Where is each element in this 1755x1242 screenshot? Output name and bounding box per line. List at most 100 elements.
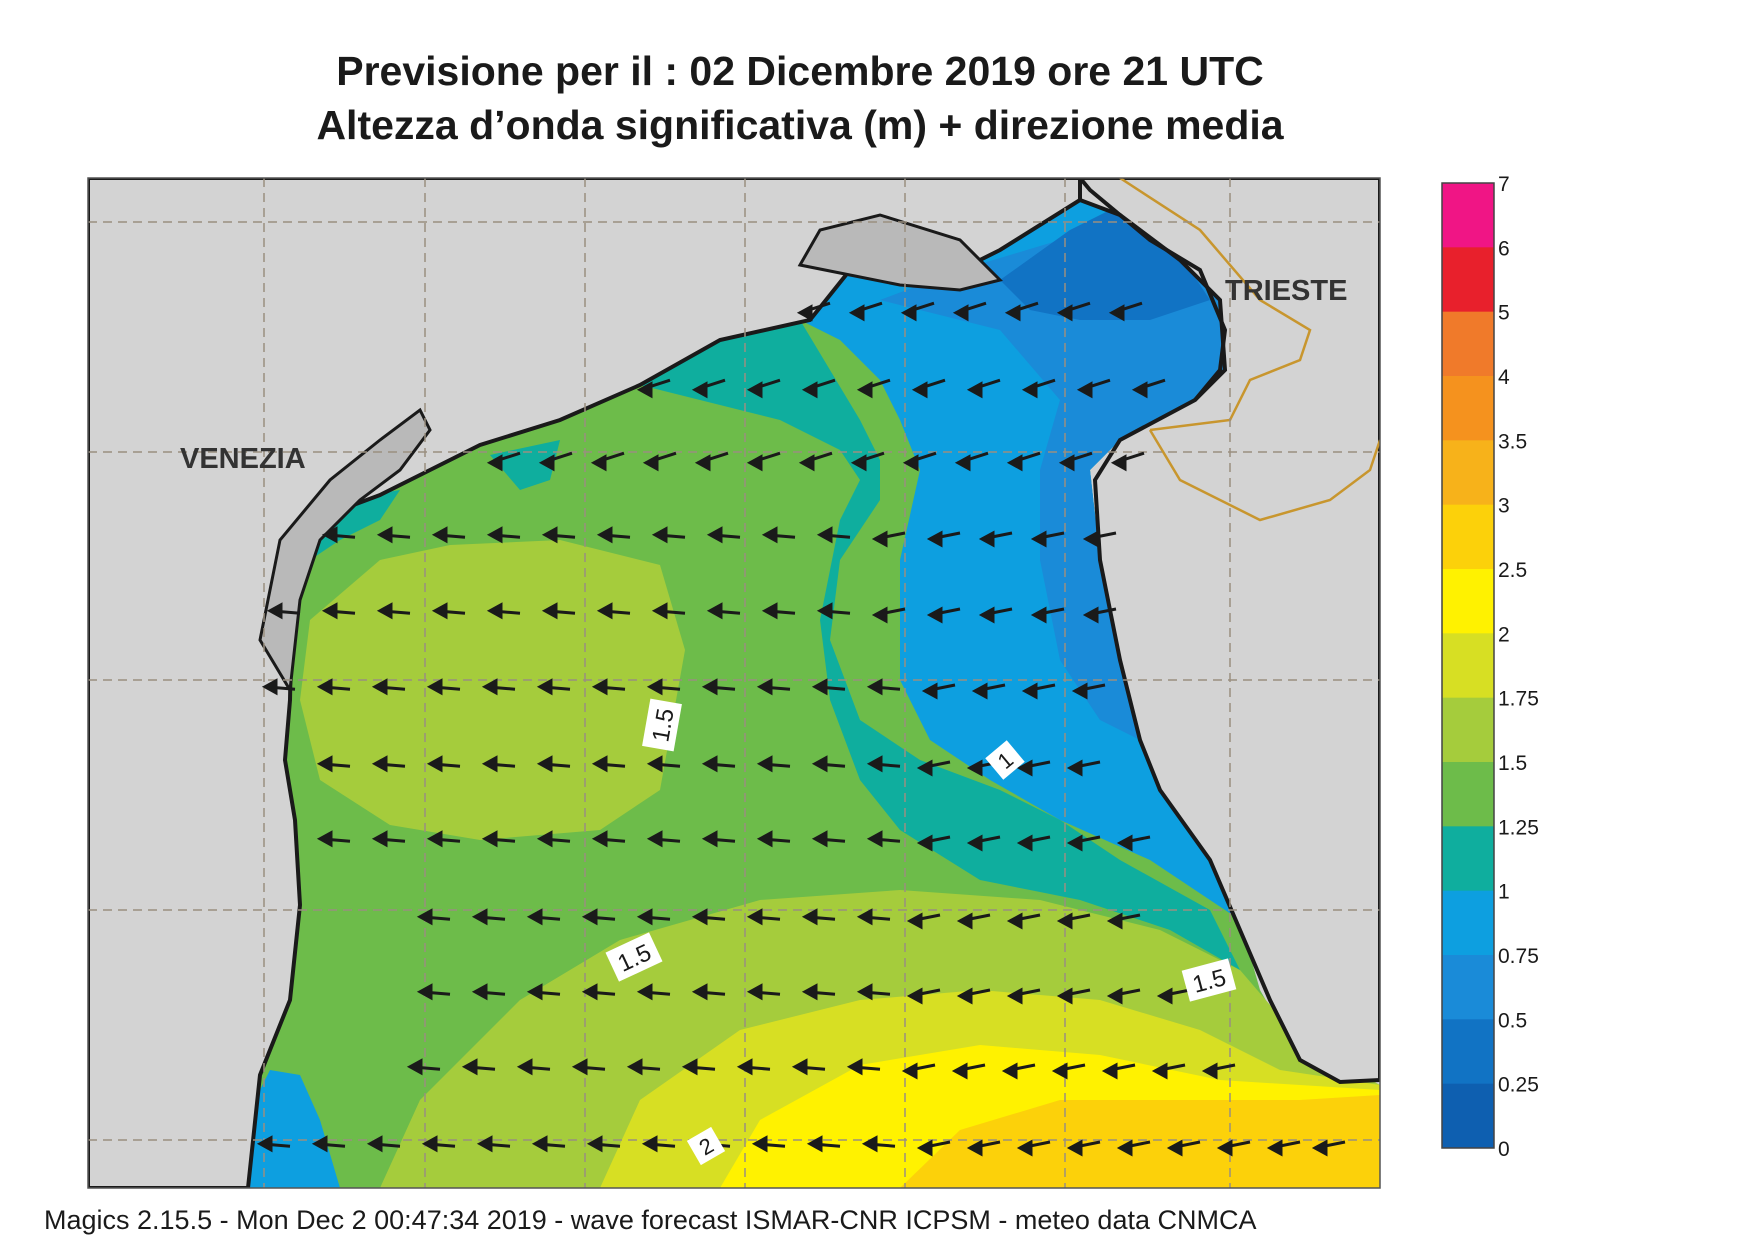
- wave-arrow-head: [476, 1135, 493, 1153]
- wave-arrow-head: [871, 606, 888, 624]
- wave-arrow-head: [651, 602, 668, 620]
- wave-arrow-head: [316, 830, 333, 848]
- wave-arrow-head: [952, 304, 969, 322]
- border-line-east: [1148, 429, 1380, 522]
- wave-arrow-head: [541, 602, 558, 620]
- wave-arrow-head: [1006, 454, 1023, 472]
- wave-arrow-head: [1058, 454, 1075, 472]
- legend-label: 1.75: [1498, 688, 1539, 711]
- wave-arrow-head: [966, 381, 983, 399]
- wave-arrow-head: [1006, 987, 1023, 1005]
- wave-arrow-head: [1082, 606, 1099, 624]
- wave-arrow-head: [1021, 682, 1038, 700]
- wave-arrow-head: [811, 678, 828, 696]
- wave-arrow-head: [586, 1135, 603, 1153]
- wave-arrow-head: [751, 1135, 768, 1153]
- wave-arrow-head: [956, 987, 973, 1005]
- contour-label: 1: [985, 740, 1025, 780]
- wave-arrow-head: [811, 830, 828, 848]
- wave-arrow-head: [701, 755, 718, 773]
- legend-label: 7: [1498, 173, 1510, 196]
- wave-arrow-head: [846, 1058, 863, 1076]
- wave-arrow-head: [900, 304, 917, 322]
- contour-label: 1.5: [642, 698, 682, 752]
- wave-arrow-head: [416, 908, 433, 926]
- wave-arrow-head: [641, 1135, 658, 1153]
- wave-arrow-head: [481, 830, 498, 848]
- wave-arrow-head: [590, 454, 607, 472]
- wave-arrow-head: [916, 759, 933, 777]
- legend-swatch: [1442, 697, 1494, 763]
- wave-arrow-head: [746, 983, 763, 1001]
- wave-arrow-head: [746, 454, 763, 472]
- wave-arrow-head: [1156, 987, 1173, 1005]
- gulf-trieste-coast: [1079, 198, 1228, 402]
- wave-arrow-head: [806, 1135, 823, 1153]
- wave-arrow-head: [798, 454, 815, 472]
- wave-arrow-head: [816, 526, 833, 544]
- wave-arrow-head: [636, 381, 653, 399]
- wave-arrow-head: [1004, 304, 1021, 322]
- wave-arrow-head: [926, 606, 943, 624]
- wave-arrow-head: [651, 526, 668, 544]
- legend-swatch: [1442, 1019, 1494, 1085]
- wave-arrow-head: [1166, 1139, 1183, 1157]
- wave-arrow-head: [426, 678, 443, 696]
- wave-arrow-head: [1030, 530, 1047, 548]
- map-gridlines: [88, 178, 1380, 1188]
- legend-swatch: [1442, 247, 1494, 313]
- wave-arrow-head: [756, 678, 773, 696]
- wave-arrow-head: [971, 682, 988, 700]
- legend-label: 1.25: [1498, 816, 1539, 839]
- wave-arrow-head: [691, 908, 708, 926]
- wave-arrow-head: [646, 830, 663, 848]
- wave-arrow-head: [541, 526, 558, 544]
- wave-arrow-head: [701, 678, 718, 696]
- wave-arrow-head: [756, 830, 773, 848]
- legend-label: 2: [1498, 623, 1510, 646]
- wave-arrow-head: [916, 834, 933, 852]
- wave-arrow-head: [626, 1058, 643, 1076]
- wave-arrow-head: [761, 602, 778, 620]
- wave-arrow-head: [636, 908, 653, 926]
- legend-label: 0: [1498, 1138, 1510, 1161]
- wave-arrow-head: [321, 526, 338, 544]
- wave-arrow-head: [376, 526, 393, 544]
- wave-arrow-head: [850, 454, 867, 472]
- wave-arrow-head: [956, 912, 973, 930]
- legend-label: 0.5: [1498, 1009, 1527, 1032]
- legend-swatch: [1442, 1083, 1494, 1149]
- wave-arrow-head: [1051, 1062, 1068, 1080]
- legend-label: 2.5: [1498, 559, 1527, 582]
- wave-arrow-head: [691, 983, 708, 1001]
- legend-label: 0.75: [1498, 945, 1539, 968]
- legend-label: 0.25: [1498, 1074, 1539, 1097]
- wave-arrow-head: [426, 830, 443, 848]
- legend-label: 5: [1498, 302, 1510, 325]
- wave-arrow-head: [526, 983, 543, 1001]
- wave-arrow-head: [316, 755, 333, 773]
- wave-arrow-head: [421, 1135, 438, 1153]
- city-label-trieste: TRIESTE: [1225, 275, 1347, 307]
- wave-arrow-head: [1021, 381, 1038, 399]
- wave-arrow-head: [921, 682, 938, 700]
- wave-arrow-head: [861, 1135, 878, 1153]
- wave-arrow-head: [1201, 1062, 1218, 1080]
- wave-arrow-head: [871, 530, 888, 548]
- lagoon-venezia: [258, 407, 432, 695]
- wave-arrow-head: [911, 381, 928, 399]
- wave-arrow-head: [796, 304, 813, 322]
- wave-arrow-head: [746, 908, 763, 926]
- border-line-north: [1119, 178, 1312, 432]
- wave-arrow-head: [801, 983, 818, 1001]
- wave-arrow-head: [406, 1058, 423, 1076]
- wave-arrow-head: [486, 602, 503, 620]
- wave-arrow-head: [966, 834, 983, 852]
- wave-arrow-head: [471, 983, 488, 1001]
- wave-arrow-head: [591, 755, 608, 773]
- wave-arrow-head: [646, 755, 663, 773]
- wave-arrow-head: [848, 304, 865, 322]
- wave-arrow-head: [1071, 682, 1088, 700]
- wave-arrow-head: [1082, 530, 1099, 548]
